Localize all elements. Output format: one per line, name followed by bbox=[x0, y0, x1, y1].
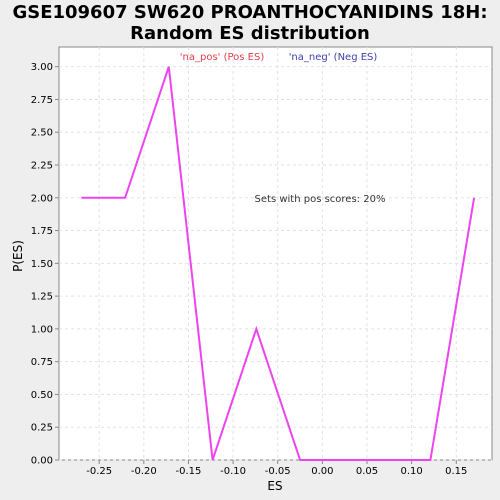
x-tick-label: -0.25 bbox=[86, 466, 112, 477]
x-tick-label: 0.00 bbox=[311, 466, 333, 477]
x-tick-label: 0.05 bbox=[356, 466, 378, 477]
series-line bbox=[81, 66, 476, 461]
y-tick-label: 0.00 bbox=[31, 456, 53, 467]
y-tick-label: 0.75 bbox=[31, 357, 53, 368]
pos-scores-annotation: Sets with pos scores: 20% bbox=[255, 194, 386, 205]
x-tick-label: 0.10 bbox=[401, 466, 423, 477]
y-tick-label: 0.25 bbox=[31, 423, 53, 434]
x-tick-label: -0.20 bbox=[131, 466, 157, 477]
y-axis-ticks: 0.00 0.25 0.50 0.75 1.00 1.25 1.50 1.75 2.00 2.25… bbox=[31, 62, 59, 467]
y-tick-label: 0.50 bbox=[31, 390, 53, 401]
legend-pos-es: 'na_pos' (Pos ES) bbox=[180, 52, 265, 63]
x-tick-label: -0.05 bbox=[265, 466, 291, 477]
y-tick-label: 1.50 bbox=[31, 259, 53, 270]
y-tick-label: 1.00 bbox=[31, 324, 53, 335]
y-tick-label: 2.75 bbox=[31, 95, 53, 106]
chart-title-line2: Random ES distribution bbox=[130, 23, 370, 44]
x-axis-label: ES bbox=[267, 479, 282, 493]
x-tick-label: -0.15 bbox=[176, 466, 202, 477]
y-tick-label: 1.25 bbox=[31, 292, 53, 303]
y-tick-label: 1.75 bbox=[31, 226, 53, 237]
y-tick-label: 2.25 bbox=[31, 161, 53, 172]
x-axis-ticks: -0.25 -0.20 -0.15 -0.10 -0.05 0.00 0.05 0.10 0.1… bbox=[86, 460, 467, 477]
legend-neg-es: 'na_neg' (Neg ES) bbox=[289, 52, 378, 63]
chart-title-line1: GSE109607 SW620 PROANTHOCYANIDINS 18H: bbox=[12, 2, 488, 23]
y-tick-label: 2.00 bbox=[31, 193, 53, 204]
y-tick-label: 3.00 bbox=[31, 62, 53, 73]
grid-lines bbox=[59, 47, 492, 461]
y-axis-label: P(ES) bbox=[11, 240, 25, 272]
series-group bbox=[81, 66, 476, 461]
y-tick-label: 2.50 bbox=[31, 128, 53, 139]
x-tick-label: 0.15 bbox=[445, 466, 467, 477]
chart-title: GSE109607 SW620 PROANTHOCYANIDINS 18H: R… bbox=[0, 2, 500, 44]
plot-area bbox=[58, 46, 493, 461]
x-tick-label: -0.10 bbox=[220, 466, 246, 477]
